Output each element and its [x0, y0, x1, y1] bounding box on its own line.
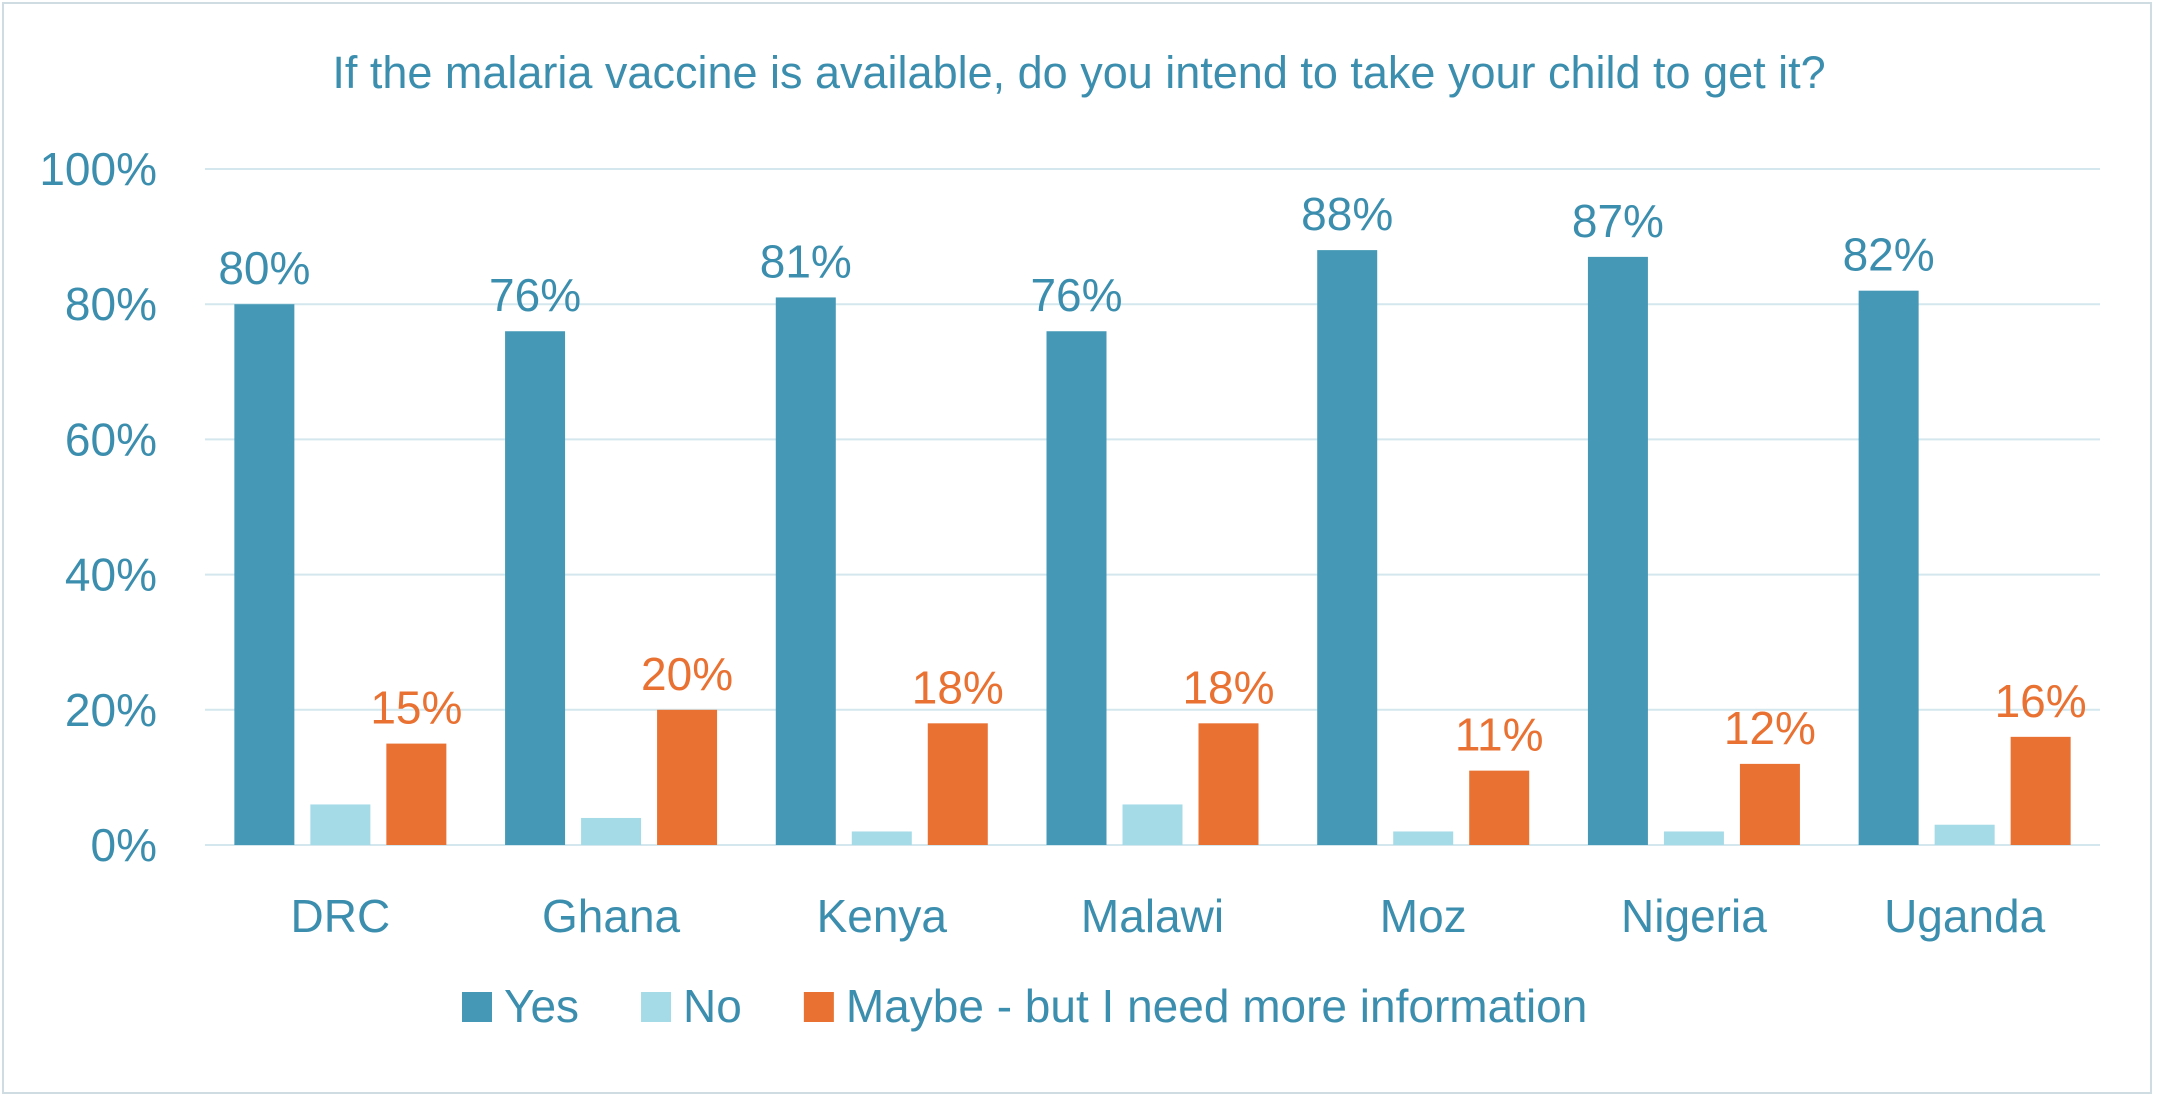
- legend-swatch: [803, 992, 834, 1022]
- y-tick-label: 20%: [65, 684, 157, 736]
- data-label: 18%: [1182, 661, 1274, 713]
- bar-maybe: [1739, 763, 1800, 845]
- bar-maybe: [657, 709, 718, 845]
- bar-no: [1122, 804, 1183, 845]
- legend-label: Maybe - but I need more information: [846, 980, 1587, 1032]
- bar-maybe: [2010, 736, 2071, 845]
- x-tick-label: DRC: [291, 890, 391, 942]
- x-tick-label: Uganda: [1884, 890, 2046, 942]
- y-tick-label: 40%: [65, 549, 157, 601]
- x-tick-label: Kenya: [817, 890, 948, 942]
- bar-no: [851, 831, 912, 845]
- data-label: 11%: [1455, 709, 1544, 761]
- bar-maybe: [1198, 723, 1259, 845]
- bar-yes: [234, 304, 295, 845]
- bar-yes: [1046, 331, 1107, 845]
- bars: [234, 250, 2071, 845]
- x-tick-label: Moz: [1380, 890, 1467, 942]
- bar-no: [1663, 831, 1724, 845]
- x-tick-label: Malawi: [1081, 890, 1224, 942]
- bar-yes: [1858, 290, 1919, 845]
- data-label: 82%: [1843, 229, 1935, 281]
- data-label: 20%: [641, 648, 733, 700]
- bar-no: [1393, 831, 1454, 845]
- y-tick-label: 60%: [65, 413, 157, 465]
- bar-maybe: [1469, 770, 1530, 845]
- data-label: 81%: [760, 235, 852, 287]
- data-label: 12%: [1724, 702, 1816, 754]
- data-label: 87%: [1572, 195, 1664, 247]
- bar-no: [1934, 824, 1995, 845]
- bar-yes: [1317, 250, 1378, 845]
- y-tick-label: 100%: [39, 143, 157, 195]
- bar-yes: [775, 297, 836, 845]
- bar-yes: [505, 331, 566, 845]
- data-label: 16%: [1995, 675, 2087, 727]
- data-label: 18%: [912, 661, 1004, 713]
- chart-title: If the malaria vaccine is available, do …: [332, 47, 1825, 98]
- bar-no: [310, 804, 371, 845]
- x-axis-ticks: DRC Ghana Kenya Malawi Moz Nigeria Uganda: [291, 890, 2046, 942]
- legend-swatch: [462, 992, 492, 1022]
- legend-label: Yes: [504, 980, 579, 1032]
- data-label: 15%: [370, 682, 462, 734]
- y-axis-ticks: 0% 20% 40% 60% 80% 100%: [39, 143, 157, 871]
- bar-yes: [1587, 256, 1648, 845]
- data-label: 88%: [1301, 188, 1393, 240]
- y-tick-label: 0%: [91, 819, 157, 871]
- data-label: 76%: [489, 269, 581, 321]
- y-tick-label: 80%: [65, 278, 157, 330]
- legend-swatch: [641, 992, 672, 1022]
- bar-maybe: [386, 743, 447, 845]
- x-tick-label: Ghana: [542, 890, 681, 942]
- legend-label: No: [683, 980, 742, 1032]
- data-label: 76%: [1030, 269, 1122, 321]
- bar-maybe: [927, 723, 988, 845]
- legend: Yes No Maybe - but I need more information: [462, 980, 1587, 1032]
- x-tick-label: Nigeria: [1621, 890, 1767, 942]
- data-label: 80%: [218, 242, 310, 294]
- bar-no: [581, 817, 642, 845]
- data-labels: 80% 15% 76% 20% 81% 18% 76% 18% 88% 11% 87% 12% 82% 1…: [218, 188, 2086, 761]
